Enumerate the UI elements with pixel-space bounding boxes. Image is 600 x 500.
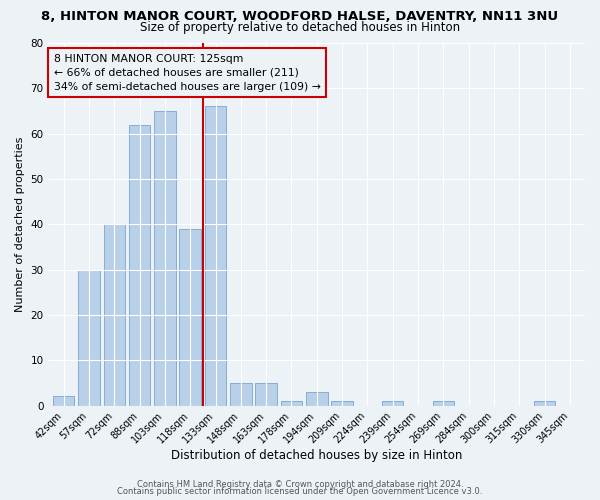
Bar xyxy=(205,106,226,406)
Text: 8 HINTON MANOR COURT: 125sqm
← 66% of detached houses are smaller (211)
34% of s: 8 HINTON MANOR COURT: 125sqm ← 66% of de… xyxy=(54,54,321,92)
Text: 8, HINTON MANOR COURT, WOODFORD HALSE, DAVENTRY, NN11 3NU: 8, HINTON MANOR COURT, WOODFORD HALSE, D… xyxy=(41,10,559,23)
Y-axis label: Number of detached properties: Number of detached properties xyxy=(15,136,25,312)
Bar xyxy=(129,124,151,406)
Bar xyxy=(433,401,454,406)
Bar xyxy=(179,229,201,406)
Bar xyxy=(154,111,176,406)
Bar xyxy=(534,401,555,406)
Bar xyxy=(306,392,328,406)
Bar xyxy=(78,270,100,406)
Bar xyxy=(331,401,353,406)
Bar xyxy=(53,396,74,406)
Text: Size of property relative to detached houses in Hinton: Size of property relative to detached ho… xyxy=(140,21,460,34)
Text: Contains HM Land Registry data © Crown copyright and database right 2024.: Contains HM Land Registry data © Crown c… xyxy=(137,480,463,489)
Text: Contains public sector information licensed under the Open Government Licence v3: Contains public sector information licen… xyxy=(118,487,482,496)
Bar xyxy=(382,401,403,406)
Bar xyxy=(104,224,125,406)
X-axis label: Distribution of detached houses by size in Hinton: Distribution of detached houses by size … xyxy=(171,450,463,462)
Bar xyxy=(281,401,302,406)
Bar xyxy=(230,383,251,406)
Bar xyxy=(256,383,277,406)
